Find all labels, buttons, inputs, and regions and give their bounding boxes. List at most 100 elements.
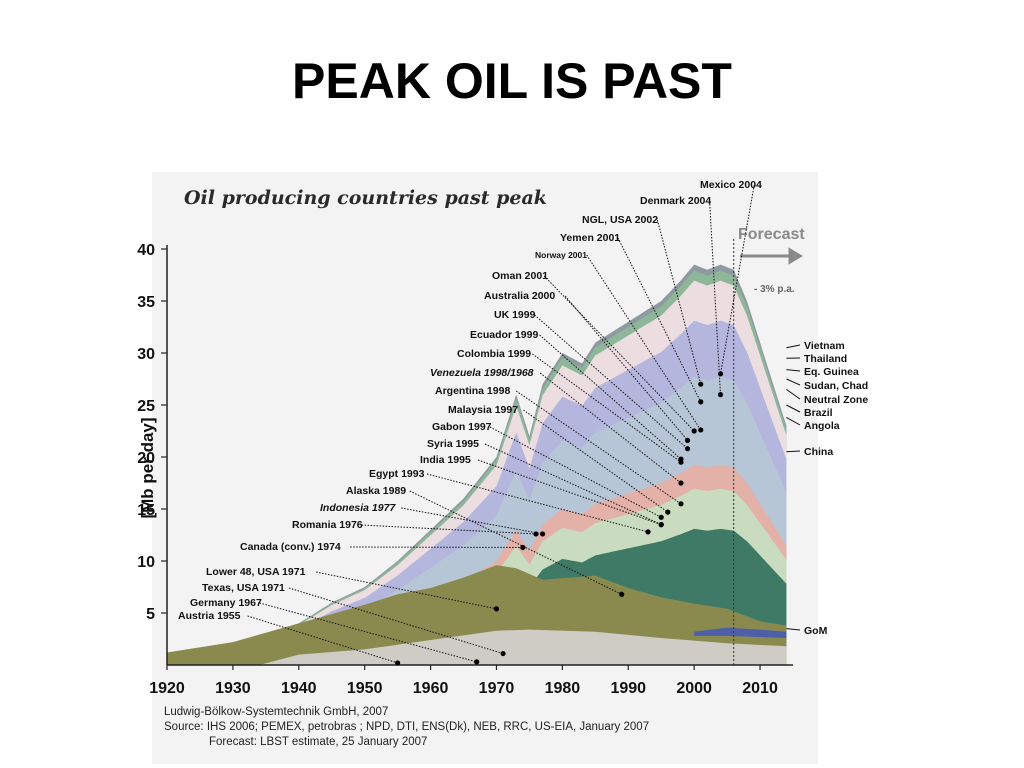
peak-dot <box>500 650 506 657</box>
peak-dot <box>474 659 480 665</box>
peak-leader <box>426 473 649 533</box>
layer-lowest-gray <box>259 629 787 665</box>
right-leader <box>786 450 801 453</box>
peak-leader <box>247 615 398 664</box>
peak-dot <box>658 522 664 528</box>
peak-dot <box>678 480 684 486</box>
peak-label: Alaska 1989 <box>346 485 406 497</box>
layer-gom <box>694 627 787 638</box>
y-tick-label: 30 <box>137 346 155 363</box>
peak-label: Yemen 2001 <box>560 232 620 244</box>
x-tick-label: 1990 <box>610 680 646 697</box>
y-tick-label: 20 <box>137 450 155 467</box>
forecast-label: Forecast <box>738 226 805 243</box>
peak-label: Argentina 1998 <box>435 385 510 397</box>
peak-leader <box>534 314 688 450</box>
chart-credits: Ludwig-Bölkow-Systemtechnik GmbH, 2007 S… <box>164 705 649 750</box>
peak-leader <box>259 602 477 663</box>
x-tick-label: 1970 <box>479 680 515 697</box>
peak-dot <box>717 392 724 398</box>
peak-label: Ecuador 1999 <box>470 329 538 341</box>
peak-dot <box>665 509 671 515</box>
right-label: Eq. Guinea <box>804 366 859 378</box>
peak-leader <box>489 426 662 518</box>
peak-label: India 1995 <box>420 454 471 466</box>
x-tick-label: 1960 <box>413 680 449 697</box>
right-leader <box>786 417 801 426</box>
credit-line-3: Forecast: LBST estimate, 25 January 2007 <box>209 736 428 748</box>
peak-label: Colombia 1999 <box>457 348 531 360</box>
peak-leader <box>477 459 662 526</box>
credit-line-1: Ludwig-Bölkow-Systemtechnik GmbH, 2007 <box>164 706 389 718</box>
peak-dot <box>493 606 500 612</box>
forecast-arrow <box>740 247 803 265</box>
peak-leader <box>617 237 702 403</box>
peak-dot <box>698 399 704 405</box>
peak-dot <box>684 437 691 443</box>
peak-label: Romania 1976 <box>292 519 363 531</box>
right-label: China <box>804 446 833 458</box>
slide-title: PEAK OIL IS PAST <box>292 53 732 109</box>
x-tick-label: 1980 <box>545 680 581 697</box>
peak-dot <box>684 446 691 452</box>
peak-leader <box>586 254 702 431</box>
peak-label: Denmark 2004 <box>640 195 711 207</box>
right-label: Sudan, Chad <box>804 380 868 392</box>
peak-label: Malaysia 1997 <box>448 404 518 416</box>
right-label: Neutral Zone <box>804 394 868 406</box>
peak-dot <box>717 371 724 377</box>
peak-label: Mexico 2004 <box>700 179 762 191</box>
y-tick-label: 10 <box>137 554 155 571</box>
peak-label: Egypt 1993 <box>369 468 425 480</box>
peak-dot <box>691 428 697 434</box>
peak-leader <box>409 490 622 595</box>
x-tick-label: 2010 <box>742 680 778 697</box>
peak-label: Lower 48, USA 1971 <box>206 566 306 578</box>
peak-dot <box>520 544 526 551</box>
right-leader <box>786 344 801 349</box>
peak-label: Texas, USA 1971 <box>202 582 285 594</box>
x-tick-label: 1930 <box>215 680 251 697</box>
peak-label: NGL, USA 2002 <box>582 214 658 226</box>
right-leader <box>786 628 801 631</box>
x-tick-label: 2000 <box>676 680 712 697</box>
peak-leader <box>316 571 497 610</box>
peak-label: Canada (conv.) 1974 <box>240 541 341 553</box>
peak-leader <box>539 334 682 460</box>
peak-leader <box>515 390 682 505</box>
peak-label: Syria 1995 <box>427 438 479 450</box>
peak-dot <box>395 660 401 666</box>
x-tick-label: 1920 <box>149 680 185 697</box>
y-tick-label: 40 <box>137 242 155 259</box>
right-label: Thailand <box>804 353 847 365</box>
y-tick-label: 25 <box>137 398 155 415</box>
y-tick-label: 5 <box>146 606 155 623</box>
right-label: Brazil <box>804 407 833 419</box>
x-tick-label: 1940 <box>281 680 317 697</box>
peak-leader <box>523 409 669 513</box>
peak-dot <box>698 381 704 387</box>
peak-label: Austria 1955 <box>178 610 241 622</box>
y-tick-label: 15 <box>137 502 155 519</box>
peak-label: Germany 1967 <box>190 597 262 609</box>
peak-label: UK 1999 <box>494 309 536 321</box>
chart-title: Oil producing countries past peak <box>184 187 547 209</box>
right-label: Vietnam <box>804 340 845 352</box>
right-label: GoM <box>804 625 828 637</box>
right-leader <box>786 404 801 413</box>
peak-label: Oman 2001 <box>492 270 548 282</box>
credit-line-2: Source: IHS 2006; PEMEX, petrobras ; NPD… <box>164 721 650 733</box>
y-tick-label: 35 <box>137 294 155 311</box>
peak-leader <box>709 200 722 395</box>
peak-leader <box>720 184 755 374</box>
peak-label: Gabon 1997 <box>432 421 492 433</box>
peak-dot <box>533 531 539 537</box>
right-leader <box>786 388 801 400</box>
x-tick-label: 1950 <box>347 680 383 697</box>
peak-dot <box>645 529 651 535</box>
peak-dot <box>678 501 684 507</box>
peak-label: Australia 2000 <box>484 290 555 302</box>
peak-leader <box>656 219 702 385</box>
forecast-rate-label: - 3% p.a. <box>754 284 795 295</box>
